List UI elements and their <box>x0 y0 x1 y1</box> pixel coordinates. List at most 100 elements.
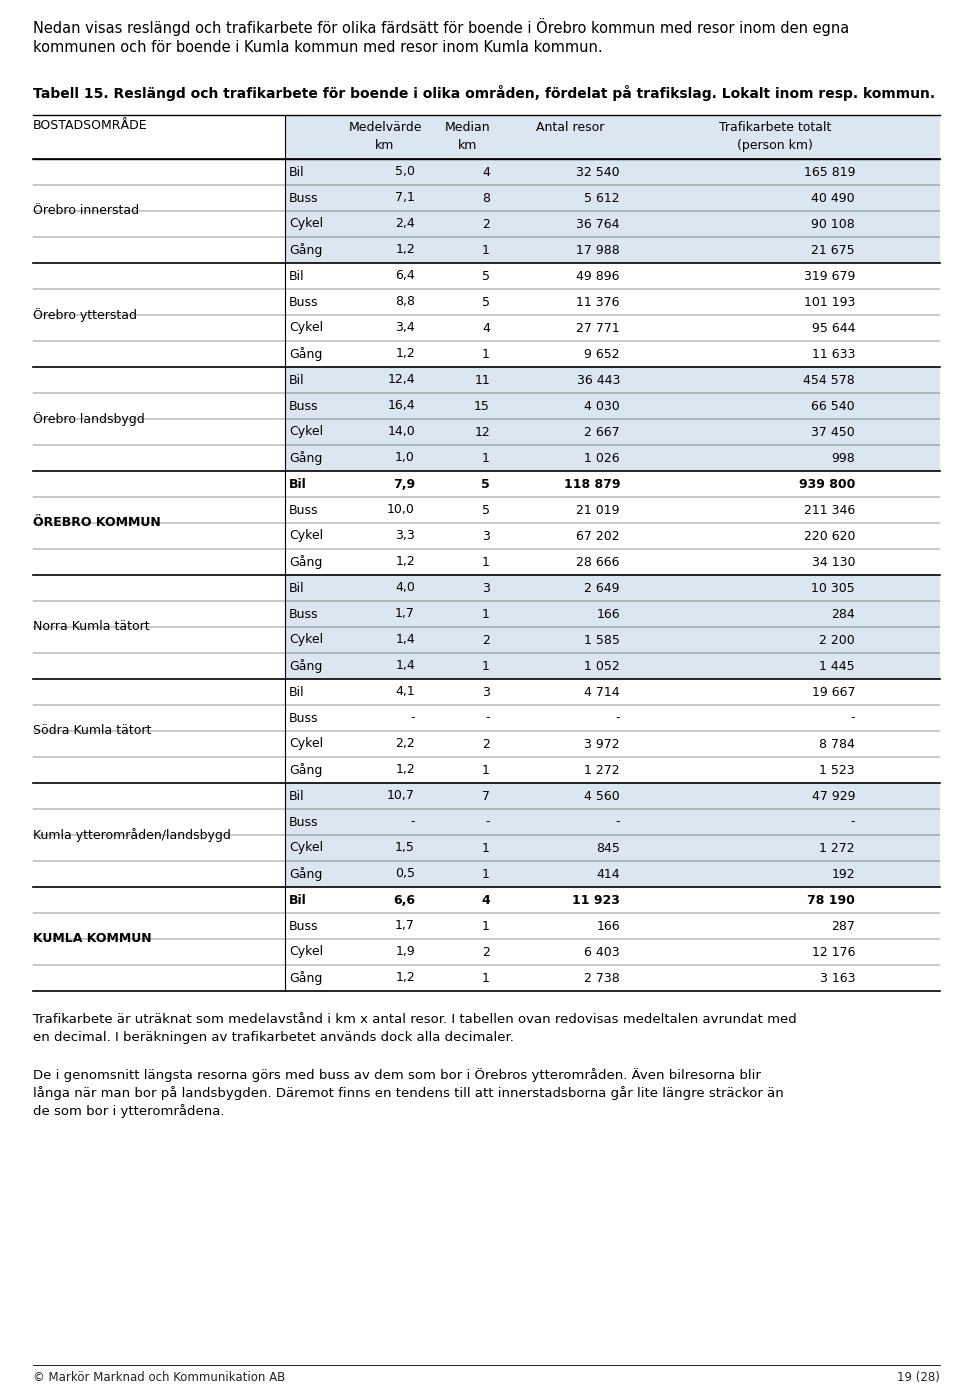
Text: 2: 2 <box>482 218 490 231</box>
Text: Antal resor: Antal resor <box>536 122 604 134</box>
Text: (person km): (person km) <box>737 138 813 152</box>
Text: Buss: Buss <box>289 712 319 724</box>
Text: 1,7: 1,7 <box>396 608 415 621</box>
Text: 4: 4 <box>482 165 490 179</box>
Text: 1,4: 1,4 <box>396 660 415 672</box>
Text: 7: 7 <box>482 790 490 802</box>
Text: Cykel: Cykel <box>289 218 324 231</box>
Text: Gång: Gång <box>289 452 323 466</box>
Text: 17 988: 17 988 <box>576 243 620 256</box>
Text: 118 879: 118 879 <box>564 478 620 491</box>
Text: 4,1: 4,1 <box>396 685 415 699</box>
Text: 12: 12 <box>474 425 490 439</box>
Text: 5: 5 <box>481 478 490 491</box>
Text: 1: 1 <box>482 608 490 621</box>
Text: 1,5: 1,5 <box>396 842 415 854</box>
Bar <box>285 159 940 263</box>
Bar <box>285 368 940 471</box>
Text: 36 443: 36 443 <box>577 373 620 386</box>
Text: 1: 1 <box>482 660 490 672</box>
Text: 101 193: 101 193 <box>804 295 855 309</box>
Text: 3,4: 3,4 <box>396 322 415 334</box>
Text: 66 540: 66 540 <box>811 400 855 412</box>
Text: 28 666: 28 666 <box>577 555 620 569</box>
Text: 4 030: 4 030 <box>585 400 620 412</box>
Text: 32 540: 32 540 <box>576 165 620 179</box>
Text: 21 675: 21 675 <box>811 243 855 256</box>
Text: ÖREBRO KOMMUN: ÖREBRO KOMMUN <box>33 516 160 530</box>
Text: -: - <box>851 712 855 724</box>
Text: 9 652: 9 652 <box>585 348 620 361</box>
Text: km: km <box>458 138 478 152</box>
Text: 2 649: 2 649 <box>585 582 620 594</box>
Text: 2: 2 <box>482 633 490 646</box>
Text: 1,2: 1,2 <box>396 348 415 361</box>
Text: Trafikarbete totalt: Trafikarbete totalt <box>719 122 831 134</box>
Text: Bil: Bil <box>289 790 304 802</box>
Text: Bil: Bil <box>289 685 304 699</box>
Text: 845: 845 <box>596 842 620 854</box>
Text: Medelvärde: Medelvärde <box>348 122 421 134</box>
Text: 414: 414 <box>596 868 620 881</box>
Text: 166: 166 <box>596 608 620 621</box>
Text: Örebro ytterstad: Örebro ytterstad <box>33 308 137 322</box>
Text: 7,1: 7,1 <box>396 192 415 204</box>
Text: 12,4: 12,4 <box>388 373 415 386</box>
Text: 1: 1 <box>482 243 490 256</box>
Text: 15: 15 <box>474 400 490 412</box>
Text: Nedan visas reslängd och trafikarbete för olika färdsätt för boende i Örebro kom: Nedan visas reslängd och trafikarbete fö… <box>33 18 850 36</box>
Text: 1: 1 <box>482 348 490 361</box>
Text: 40 490: 40 490 <box>811 192 855 204</box>
Text: 37 450: 37 450 <box>811 425 855 439</box>
Text: 10,0: 10,0 <box>387 503 415 516</box>
Text: 211 346: 211 346 <box>804 503 855 516</box>
Text: Cykel: Cykel <box>289 322 324 334</box>
Text: 10 305: 10 305 <box>811 582 855 594</box>
Text: 2,2: 2,2 <box>396 738 415 751</box>
Text: långa när man bor på landsbygden. Däremot finns en tendens till att innerstadsbo: långa när man bor på landsbygden. Däremo… <box>33 1086 783 1100</box>
Text: 1 052: 1 052 <box>585 660 620 672</box>
Text: 1: 1 <box>482 842 490 854</box>
Text: Cykel: Cykel <box>289 738 324 751</box>
Text: Kumla ytterområden/landsbygd: Kumla ytterområden/landsbygd <box>33 828 230 842</box>
Text: kommunen och för boende i Kumla kommun med resor inom Kumla kommun.: kommunen och för boende i Kumla kommun m… <box>33 41 603 55</box>
Text: Cykel: Cykel <box>289 530 324 542</box>
Text: -: - <box>486 815 490 829</box>
Text: 67 202: 67 202 <box>576 530 620 542</box>
Text: 2: 2 <box>482 738 490 751</box>
Text: 0,5: 0,5 <box>395 868 415 881</box>
Text: 1 585: 1 585 <box>584 633 620 646</box>
Text: 1: 1 <box>482 763 490 776</box>
Text: 1: 1 <box>482 920 490 932</box>
Text: 220 620: 220 620 <box>804 530 855 542</box>
Text: Gång: Gång <box>289 972 323 986</box>
Text: 4 560: 4 560 <box>585 790 620 802</box>
Text: Tabell 15. Reslängd och trafikarbete för boende i olika områden, fördelat på tra: Tabell 15. Reslängd och trafikarbete för… <box>33 85 935 101</box>
Text: Gång: Gång <box>289 658 323 672</box>
Text: en decimal. I beräkningen av trafikarbetet används dock alla decimaler.: en decimal. I beräkningen av trafikarbet… <box>33 1030 514 1044</box>
Text: 166: 166 <box>596 920 620 932</box>
Text: 8 784: 8 784 <box>819 738 855 751</box>
Text: 1 445: 1 445 <box>820 660 855 672</box>
Text: 47 929: 47 929 <box>811 790 855 802</box>
Text: 36 764: 36 764 <box>577 218 620 231</box>
Text: 1,4: 1,4 <box>396 633 415 646</box>
Text: Örebro innerstad: Örebro innerstad <box>33 204 139 218</box>
Text: 1 272: 1 272 <box>585 763 620 776</box>
Text: 2,4: 2,4 <box>396 218 415 231</box>
Text: 2 738: 2 738 <box>585 972 620 984</box>
Text: 5,0: 5,0 <box>395 165 415 179</box>
Bar <box>285 471 940 575</box>
Text: 7,9: 7,9 <box>393 478 415 491</box>
Text: Bil: Bil <box>289 270 304 282</box>
Text: Bil: Bil <box>289 478 307 491</box>
Text: de som bor i ytterområdena.: de som bor i ytterområdena. <box>33 1104 225 1118</box>
Text: 2 667: 2 667 <box>585 425 620 439</box>
Text: 90 108: 90 108 <box>811 218 855 231</box>
Text: 27 771: 27 771 <box>576 322 620 334</box>
Text: Buss: Buss <box>289 295 319 309</box>
Text: Norra Kumla tätort: Norra Kumla tätort <box>33 621 150 633</box>
Text: 5: 5 <box>482 270 490 282</box>
Text: 6 403: 6 403 <box>585 945 620 959</box>
Text: 5 612: 5 612 <box>585 192 620 204</box>
